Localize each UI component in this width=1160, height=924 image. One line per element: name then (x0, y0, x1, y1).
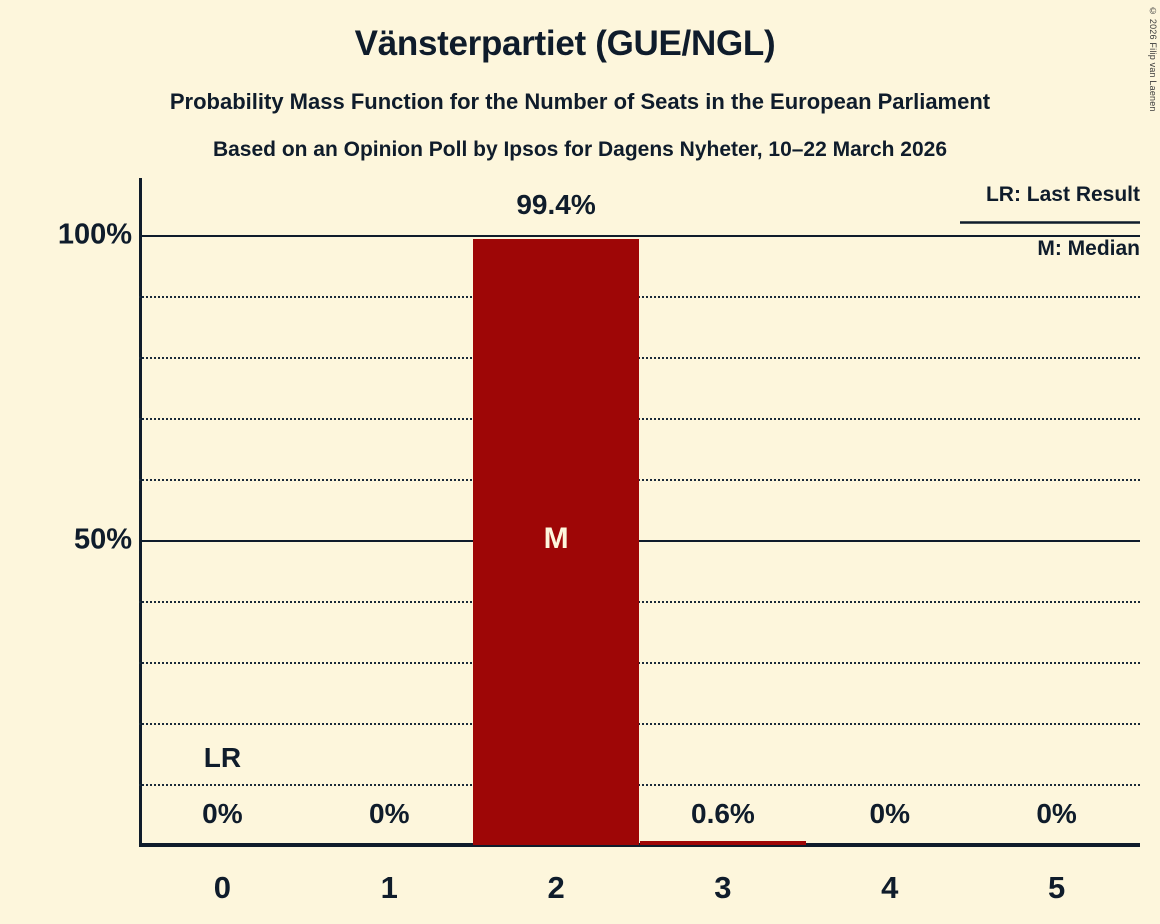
gridline-30 (139, 662, 1140, 664)
x-tick-label-5: 5 (1047, 870, 1066, 905)
value-label-seat-1: 0% (369, 798, 410, 829)
last-result-marker: LR (203, 742, 242, 773)
legend-item-last-result: LR: Last Result (985, 183, 1140, 206)
x-axis-line (139, 843, 1140, 847)
gridline-70 (139, 418, 1140, 420)
gridline-90 (139, 296, 1140, 298)
bar-seat-3 (639, 841, 807, 845)
x-tick-label-3: 3 (714, 870, 732, 905)
gridline-20 (139, 723, 1140, 725)
gridline-50 (139, 540, 1140, 542)
chart-title: Vänsterpartiet (GUE/NGL) (354, 24, 776, 63)
value-label-seat-2: 99.4% (516, 189, 596, 220)
chart-source-line: Based on an Opinion Poll by Ipsos for Da… (212, 138, 948, 161)
x-tick-label-1: 1 (380, 870, 398, 905)
gridline-10 (139, 784, 1140, 786)
value-label-seat-0: 0% (202, 798, 243, 829)
x-tick-label-4: 4 (881, 870, 899, 905)
chart-subtitle: Probability Mass Function for the Number… (169, 89, 991, 114)
value-label-seat-3: 0.6% (691, 798, 755, 829)
gridline-60 (139, 479, 1140, 481)
x-tick-label-0: 0 (213, 870, 232, 905)
y-tick-label-50: 50% (73, 523, 132, 556)
value-label-seat-5: 0% (1036, 798, 1077, 829)
legend-divider (960, 221, 1140, 224)
copyright-notice: © 2026 Filip van Laenen (1148, 6, 1158, 112)
plot-area: M (139, 178, 1140, 845)
legend-item-median: M: Median (1037, 237, 1140, 260)
gridline-100 (139, 235, 1140, 237)
median-marker: M (543, 521, 569, 555)
legend: LR: Last Result M: Median (960, 184, 1140, 259)
y-tick-label-100: 100% (57, 218, 132, 251)
y-axis-line (139, 178, 142, 847)
x-tick-label-2: 2 (547, 870, 565, 905)
gridline-80 (139, 357, 1140, 359)
bar-seat-2: M (472, 238, 640, 845)
gridline-40 (139, 601, 1140, 603)
value-label-seat-4: 0% (869, 798, 910, 829)
